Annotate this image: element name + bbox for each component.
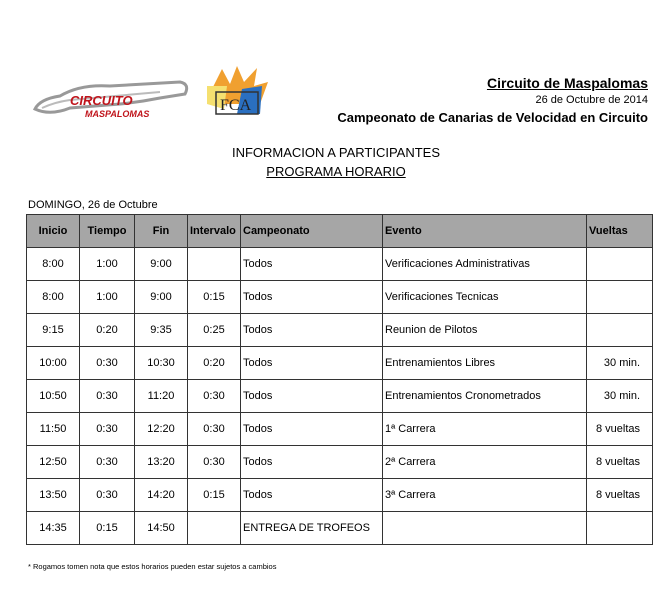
table-cell xyxy=(586,247,653,281)
table-cell xyxy=(586,280,653,314)
table-cell: Verificaciones Tecnicas xyxy=(382,280,587,314)
table-cell: 0:15 xyxy=(187,478,241,512)
table-cell: 0:30 xyxy=(79,346,135,380)
table-row: 9:15 0:20 9:35 0:25 Todos Reunion de Pilotos xyxy=(26,313,653,347)
schedule-heading: PROGRAMA HORARIO xyxy=(266,164,406,179)
table-cell: Todos xyxy=(240,247,383,281)
table-cell: 9:00 xyxy=(134,247,188,281)
table-cell: 0:20 xyxy=(187,346,241,380)
table-cell: Todos xyxy=(240,445,383,479)
table-cell: 14:35 xyxy=(26,511,80,545)
table-cell: 9:00 xyxy=(134,280,188,314)
svg-text:MASPALOMAS: MASPALOMAS xyxy=(85,109,149,119)
table-cell: 12:20 xyxy=(134,412,188,446)
col-inicio: Inicio xyxy=(26,214,80,248)
table-cell: 14:20 xyxy=(134,478,188,512)
table-row: 8:00 1:00 9:00 0:15 Todos Verificaciones Tecn… xyxy=(26,280,653,314)
table-cell: 13:20 xyxy=(134,445,188,479)
col-intervalo: Intervalo xyxy=(187,214,241,248)
table-cell: 9:15 xyxy=(26,313,80,347)
table-cell: 0:30 xyxy=(79,379,135,413)
table-cell xyxy=(187,511,241,545)
table-row: 11:50 0:30 12:20 0:30 Todos 1ª Carrera 8 vuelt… xyxy=(26,412,653,446)
table-cell: 0:15 xyxy=(79,511,135,545)
table-cell: Entrenamientos Libres xyxy=(382,346,587,380)
table-row: 14:35 0:15 14:50 ENTREGA DE TROFEOS xyxy=(26,511,653,545)
table-cell: 2ª Carrera xyxy=(382,445,587,479)
table-cell: Todos xyxy=(240,280,383,314)
table-cell: 11:20 xyxy=(134,379,188,413)
day-label: DOMINGO, 26 de Octubre xyxy=(28,199,158,211)
table-cell: Todos xyxy=(240,313,383,347)
table-cell: 12:50 xyxy=(26,445,80,479)
schedule-table: Inicio Tiempo Fin Intervalo Campeonato E… xyxy=(26,214,653,545)
table-cell: 30 min. xyxy=(586,346,653,380)
svg-text:CIRCUITO: CIRCUITO xyxy=(70,93,133,108)
table-cell: 0:30 xyxy=(187,445,241,479)
table-row: 10:50 0:30 11:20 0:30 Todos Entrenamientos Cr… xyxy=(26,379,653,413)
table-cell: 13:50 xyxy=(26,478,80,512)
table-cell: Todos xyxy=(240,346,383,380)
info-heading: INFORMACION A PARTICIPANTES xyxy=(231,145,441,160)
table-row: 12:50 0:30 13:20 0:30 Todos 2ª Carrera 8 vuelt… xyxy=(26,445,653,479)
table-cell xyxy=(586,313,653,347)
col-campeonato: Campeonato xyxy=(240,214,383,248)
table-cell: 0:15 xyxy=(187,280,241,314)
table-cell: 1:00 xyxy=(79,280,135,314)
table-cell: 8:00 xyxy=(26,280,80,314)
table-cell: Reunion de Pilotos xyxy=(382,313,587,347)
col-evento: Evento xyxy=(382,214,587,248)
table-cell: 8 vueltas xyxy=(586,445,653,479)
championship-title: Campeonato de Canarias de Velocidad en C… xyxy=(337,110,648,125)
event-date: 26 de Octubre de 2014 xyxy=(535,94,648,106)
circuit-title: Circuito de Maspalomas xyxy=(486,75,648,91)
table-cell: Todos xyxy=(240,412,383,446)
col-vueltas: Vueltas xyxy=(586,214,653,248)
table-cell: 8:00 xyxy=(26,247,80,281)
table-cell: Verificaciones Administrativas xyxy=(382,247,587,281)
col-fin: Fin xyxy=(134,214,188,248)
table-cell: 9:35 xyxy=(134,313,188,347)
table-cell: 10:30 xyxy=(134,346,188,380)
table-cell: 0:20 xyxy=(79,313,135,347)
table-cell: 0:30 xyxy=(187,379,241,413)
table-cell: ENTREGA DE TROFEOS xyxy=(240,511,383,545)
table-cell: 10:00 xyxy=(26,346,80,380)
table-cell: 0:25 xyxy=(187,313,241,347)
table-cell: 0:30 xyxy=(79,445,135,479)
col-tiempo: Tiempo xyxy=(79,214,135,248)
table-header-row: Inicio Tiempo Fin Intervalo Campeonato E… xyxy=(26,214,653,248)
table-cell xyxy=(187,247,241,281)
table-row: 8:00 1:00 9:00 Todos Verificaciones Administ… xyxy=(26,247,653,281)
table-cell: Todos xyxy=(240,478,383,512)
table-cell: 1:00 xyxy=(79,247,135,281)
table-cell: 30 min. xyxy=(586,379,653,413)
table-cell: 3ª Carrera xyxy=(382,478,587,512)
svg-text:FCA: FCA xyxy=(220,97,252,114)
table-cell: 0:30 xyxy=(79,412,135,446)
fca-logo: FCA xyxy=(207,66,268,115)
footnote: * Rogamos tomen nota que estos horarios … xyxy=(28,562,277,571)
table-cell: 0:30 xyxy=(79,478,135,512)
table-cell xyxy=(586,511,653,545)
table-row: 13:50 0:30 14:20 0:15 Todos 3ª Carrera 8 vuelt… xyxy=(26,478,653,512)
table-cell: Todos xyxy=(240,379,383,413)
table-cell: 14:50 xyxy=(134,511,188,545)
table-cell: 10:50 xyxy=(26,379,80,413)
table-cell: Entrenamientos Cronometrados xyxy=(382,379,587,413)
table-cell xyxy=(382,511,587,545)
circuito-maspalomas-logo: CIRCUITO MASPALOMAS xyxy=(32,80,189,119)
table-cell: 11:50 xyxy=(26,412,80,446)
table-cell: 8 vueltas xyxy=(586,478,653,512)
table-cell: 8 vueltas xyxy=(586,412,653,446)
table-row: 10:00 0:30 10:30 0:20 Todos Entrenamientos Li… xyxy=(26,346,653,380)
table-cell: 1ª Carrera xyxy=(382,412,587,446)
table-cell: 0:30 xyxy=(187,412,241,446)
